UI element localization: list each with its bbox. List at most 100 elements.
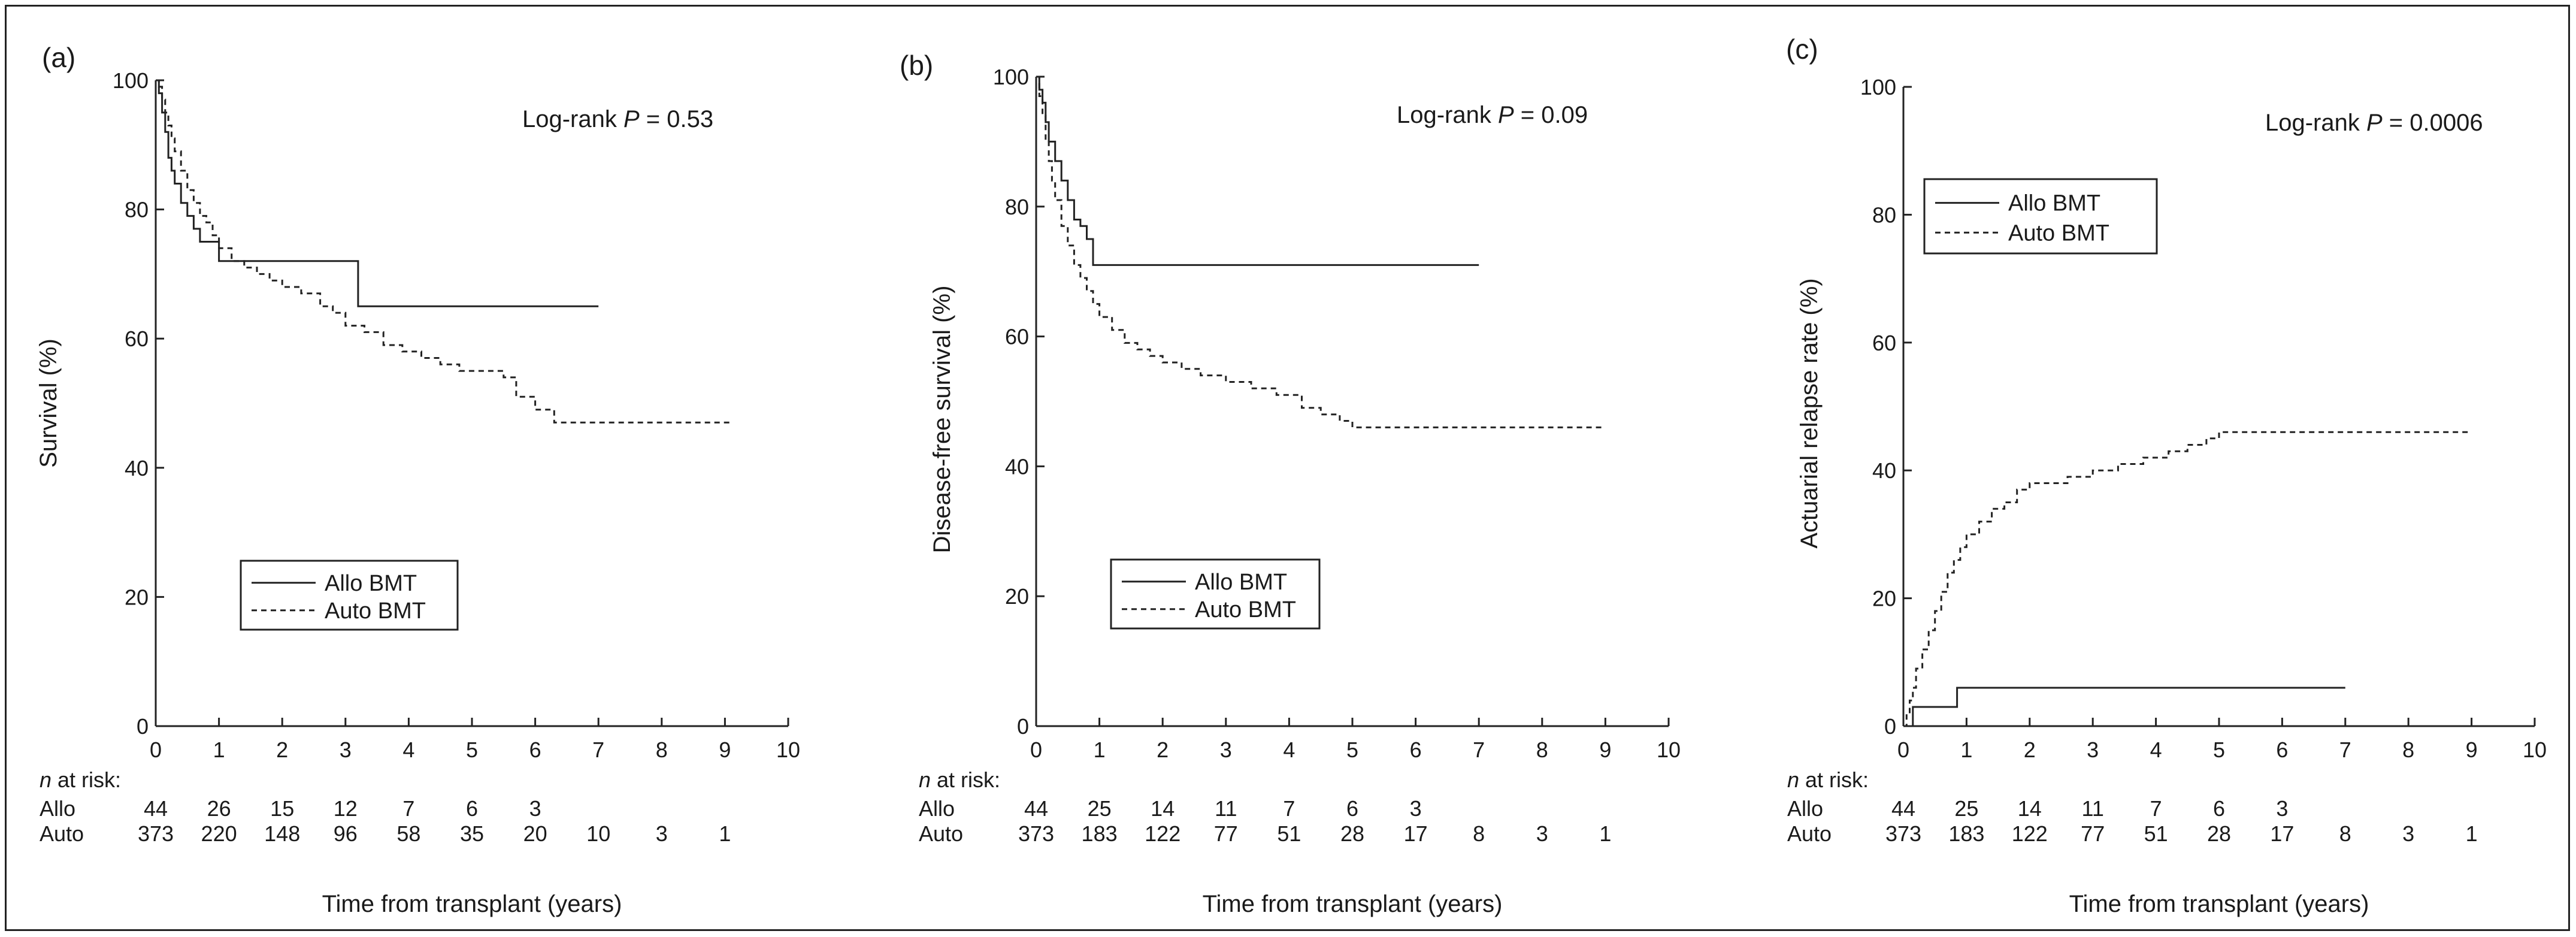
risk-title-rest: at risk: bbox=[52, 767, 121, 792]
log-rank-prefix: Log-rank bbox=[2265, 110, 2366, 136]
risk-value: 148 bbox=[264, 821, 300, 846]
x-tick-label: 7 bbox=[592, 737, 604, 762]
risk-value: 1 bbox=[2466, 821, 2478, 846]
log-rank-annotation: Log-rank P = 0.0006 bbox=[2265, 110, 2483, 136]
x-tick-label: 5 bbox=[2213, 737, 2225, 762]
x-tick-label: 4 bbox=[1283, 737, 1295, 762]
legend: Allo BMT Auto BMT bbox=[1923, 178, 2158, 255]
x-tick-label: 6 bbox=[1410, 737, 1422, 762]
risk-value: 6 bbox=[466, 796, 478, 821]
risk-value: 3 bbox=[529, 796, 541, 821]
risk-title-rest: at risk: bbox=[1799, 767, 1869, 792]
x-axis-label: Time from transplant (years) bbox=[2069, 891, 2369, 917]
x-tick-label: 10 bbox=[2523, 737, 2547, 762]
y-tick-label: 0 bbox=[1017, 714, 1029, 739]
x-tick-label: 3 bbox=[1220, 737, 1232, 762]
risk-value: 3 bbox=[1410, 796, 1422, 821]
risk-row-label: Allo bbox=[1787, 796, 1823, 821]
log-rank-annotation: Log-rank P = 0.09 bbox=[1397, 102, 1588, 128]
log-rank-value: = 0.0006 bbox=[2383, 110, 2483, 136]
x-tick-label: 10 bbox=[1657, 737, 1681, 762]
risk-value: 51 bbox=[1277, 821, 1301, 846]
risk-value: 14 bbox=[1151, 796, 1175, 821]
y-tick-label: 0 bbox=[1884, 714, 1896, 739]
series-line-allo bbox=[1903, 687, 2345, 727]
risk-value: 20 bbox=[523, 821, 547, 846]
x-tick-label: 6 bbox=[2276, 737, 2288, 762]
y-tick-label: 100 bbox=[113, 68, 149, 93]
x-tick-label: 1 bbox=[1960, 737, 1972, 762]
log-rank-annotation: Log-rank P = 0.53 bbox=[522, 106, 713, 132]
legend-label: Auto BMT bbox=[2008, 220, 2109, 246]
y-tick-label: 20 bbox=[1872, 587, 1896, 611]
x-tick-label: 9 bbox=[2466, 737, 2478, 762]
series-line-auto bbox=[156, 79, 731, 424]
x-tick-label: 9 bbox=[1599, 737, 1611, 762]
risk-value: 3 bbox=[1536, 821, 1548, 846]
legend-label: Auto BMT bbox=[325, 599, 426, 624]
risk-value: 220 bbox=[201, 821, 237, 846]
risk-title-n: n bbox=[919, 767, 931, 792]
panel-2: (b)0 1 2 3 4 5 6 7 8 9 10020406080100Disease-free … bbox=[900, 50, 1681, 917]
y-tick-label: 60 bbox=[125, 327, 149, 351]
risk-value: 12 bbox=[334, 796, 358, 821]
y-tick-label: 0 bbox=[137, 714, 149, 739]
log-rank-prefix: Log-rank bbox=[1397, 102, 1498, 128]
risk-value: 14 bbox=[2018, 796, 2042, 821]
legend-label: Auto BMT bbox=[1195, 597, 1296, 622]
risk-value: 3 bbox=[2276, 796, 2288, 821]
x-tick-label: 4 bbox=[402, 737, 414, 762]
risk-value: 7 bbox=[1283, 796, 1295, 821]
risk-value: 122 bbox=[2012, 821, 2048, 846]
risk-table-title: n at risk: bbox=[1787, 767, 1869, 792]
y-axis-label: Actuarial relapse rate (%) bbox=[1796, 278, 1823, 548]
legend-label: Allo BMT bbox=[2008, 191, 2100, 216]
legend-box bbox=[1923, 178, 2158, 255]
y-axis-label: Disease-free survival (%) bbox=[929, 286, 955, 554]
y-tick-label: 100 bbox=[993, 65, 1029, 89]
risk-value: 122 bbox=[1145, 821, 1180, 846]
x-tick-label: 0 bbox=[150, 737, 162, 762]
y-tick-label: 20 bbox=[125, 585, 149, 609]
x-tick-label: 8 bbox=[2402, 737, 2414, 762]
log-rank-p: P bbox=[2366, 110, 2383, 136]
x-tick-label: 2 bbox=[276, 737, 288, 762]
y-tick-label: 80 bbox=[125, 198, 149, 222]
risk-value: 373 bbox=[138, 821, 174, 846]
risk-value: 183 bbox=[1082, 821, 1118, 846]
risk-value: 77 bbox=[2081, 821, 2105, 846]
x-tick-label: 5 bbox=[1346, 737, 1358, 762]
risk-row-label: Auto bbox=[40, 821, 84, 846]
y-tick-label: 80 bbox=[1872, 202, 1896, 227]
risk-value: 28 bbox=[1340, 821, 1364, 846]
figure-frame bbox=[5, 5, 2570, 931]
x-tick-label: 3 bbox=[2087, 737, 2099, 762]
risk-value: 7 bbox=[402, 796, 414, 821]
legend-box bbox=[240, 560, 459, 631]
series-line-auto bbox=[1903, 431, 2472, 727]
y-tick-label: 60 bbox=[1872, 331, 1896, 355]
risk-row-label: Auto bbox=[1787, 821, 1832, 846]
x-tick-label: 4 bbox=[2150, 737, 2162, 762]
log-rank-value: = 0.09 bbox=[1514, 102, 1588, 128]
x-tick-label: 1 bbox=[213, 737, 225, 762]
risk-value: 3 bbox=[656, 821, 668, 846]
risk-value: 1 bbox=[719, 821, 731, 846]
x-tick-label: 2 bbox=[2024, 737, 2036, 762]
risk-value: 77 bbox=[1214, 821, 1238, 846]
risk-value: 17 bbox=[1404, 821, 1428, 846]
x-tick-label: 10 bbox=[776, 737, 800, 762]
x-tick-label: 5 bbox=[466, 737, 478, 762]
x-tick-label: 8 bbox=[656, 737, 668, 762]
risk-title-rest: at risk: bbox=[931, 767, 1000, 792]
log-rank-p: P bbox=[623, 106, 640, 132]
log-rank-p: P bbox=[1498, 102, 1514, 128]
legend-label: Allo BMT bbox=[1195, 570, 1287, 595]
risk-value: 26 bbox=[207, 796, 231, 821]
risk-value: 6 bbox=[1346, 796, 1358, 821]
y-tick-label: 40 bbox=[1005, 454, 1029, 479]
risk-value: 1 bbox=[1599, 821, 1611, 846]
legend-box bbox=[1110, 558, 1321, 630]
